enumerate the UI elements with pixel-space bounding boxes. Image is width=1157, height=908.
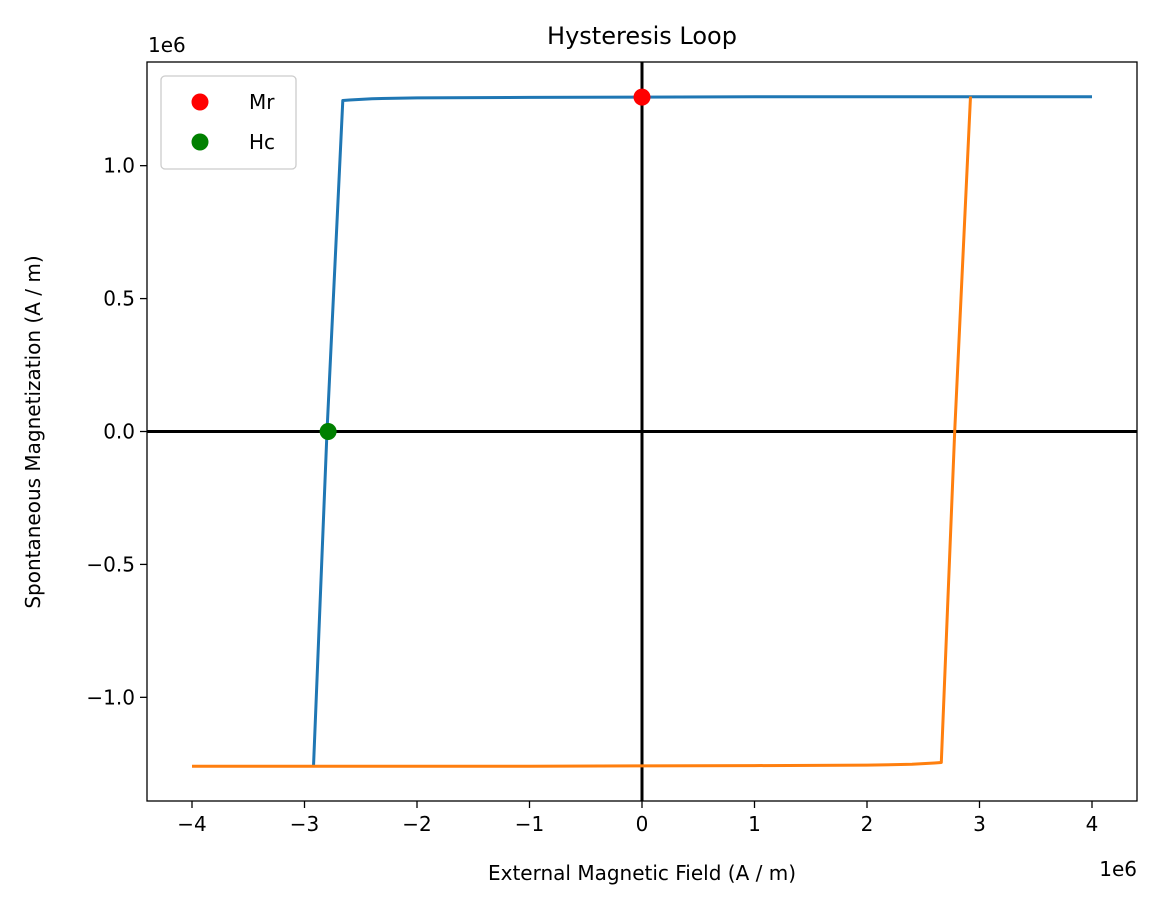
series-lines <box>192 95 1092 768</box>
y-tick-label: −1.0 <box>86 685 135 709</box>
y-axis-offset-label: 1e6 <box>148 33 186 57</box>
legend-swatch-mr <box>191 93 209 111</box>
y-tick-label: 0.0 <box>103 420 135 444</box>
y-tick-label: −0.5 <box>86 552 135 576</box>
marker-hc <box>319 423 337 440</box>
x-tick-label: −1 <box>515 812 544 836</box>
x-axis-ticks: −4 −3 −2 −1 0 1 2 3 4 <box>177 801 1098 836</box>
x-tick-label: 2 <box>861 812 874 836</box>
legend-label-mr: Mr <box>249 90 275 114</box>
x-tick-label: −2 <box>402 812 431 836</box>
legend: Mr Hc <box>160 75 297 170</box>
markers <box>319 88 651 440</box>
x-tick-label: 0 <box>636 812 649 836</box>
y-tick-label: 1.0 <box>103 154 135 178</box>
legend-label-hc: Hc <box>249 130 275 154</box>
series-line-1 <box>312 95 1092 767</box>
series-line-2 <box>192 96 972 768</box>
y-tick-label: 0.5 <box>103 287 135 311</box>
x-tick-label: 1 <box>748 812 761 836</box>
x-axis-label: External Magnetic Field (A / m) <box>488 861 796 885</box>
reference-lines <box>147 62 1137 801</box>
x-tick-label: −3 <box>290 812 319 836</box>
x-tick-label: 4 <box>1086 812 1099 836</box>
x-tick-label: 3 <box>973 812 986 836</box>
y-axis-ticks: −1.0 −0.5 0.0 0.5 1.0 <box>86 154 147 709</box>
legend-box <box>160 75 297 170</box>
x-axis-offset-label: 1e6 <box>1099 857 1137 881</box>
legend-swatch-hc <box>191 133 209 151</box>
y-axis-label: Spontaneous Magnetization (A / m) <box>21 255 45 608</box>
chart-title: Hysteresis Loop <box>547 22 737 50</box>
marker-mr <box>633 88 651 106</box>
x-tick-label: −4 <box>177 812 206 836</box>
